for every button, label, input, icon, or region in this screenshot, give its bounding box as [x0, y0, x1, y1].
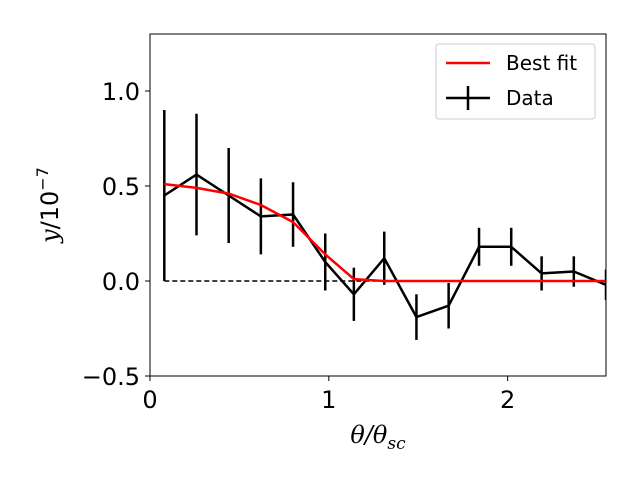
tick-layer: 0 1 2 −0.5 0.0 0.5 1.0: [82, 78, 516, 414]
x-axis-label: θ/θsc: [350, 421, 406, 454]
best-fit-series-line: [164, 182, 606, 283]
y-tick-label: −0.5: [82, 363, 140, 391]
series-group: [163, 110, 606, 340]
legend-label-data: Data: [506, 86, 554, 110]
y-tick-label: 0.0: [102, 268, 140, 296]
x-tick-label: 2: [500, 386, 515, 414]
legend-label-best-fit: Best fit: [506, 51, 577, 75]
series-layer: [163, 110, 606, 340]
legend: Best fit Data: [435, 43, 596, 120]
y-tick-label: 0.5: [102, 173, 140, 201]
y-axis-label: y/10−7: [33, 167, 64, 244]
x-tick-label: 1: [321, 386, 336, 414]
x-tick-label: 0: [142, 386, 157, 414]
y-tick-label: 1.0: [102, 78, 140, 106]
data-series-line: [163, 173, 606, 319]
plot-frame: [149, 33, 607, 377]
